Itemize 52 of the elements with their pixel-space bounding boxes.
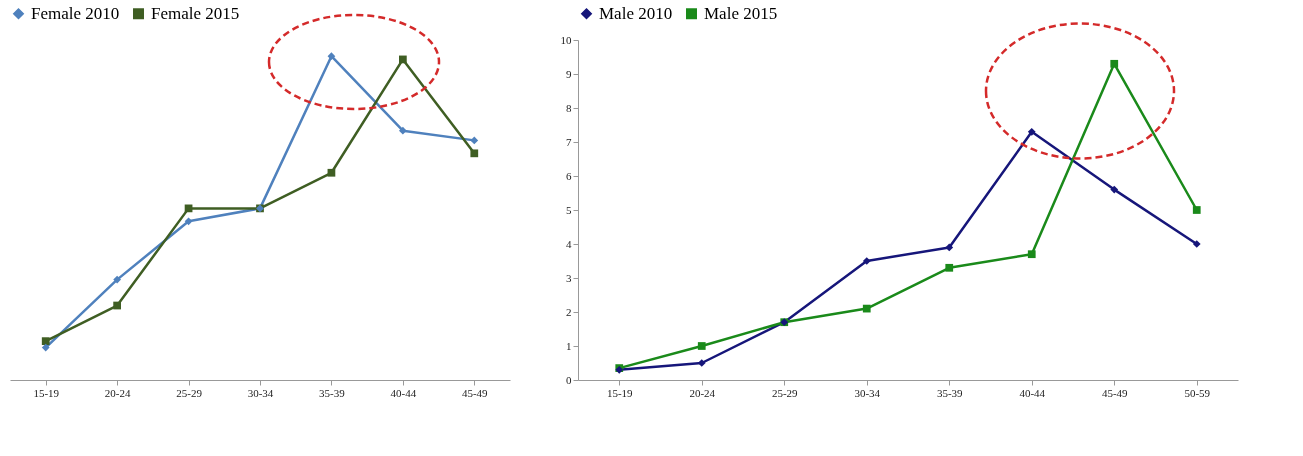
point [41,337,50,346]
x-tick-label: 35-39 [319,386,346,399]
x-tick-label: 25-29 [176,386,203,399]
x-tick-label: 20-24 [689,386,716,399]
x-tick-label: 50-59 [1184,386,1211,399]
point [1192,240,1201,248]
point [1110,185,1119,194]
y-tick-label: 5 [566,203,572,216]
legend-label: Female 2010 [31,3,120,23]
point [470,149,479,158]
x-tick-label: 45-49 [1101,386,1129,399]
point [1110,59,1119,68]
point [398,55,407,64]
point [862,257,871,265]
x-tick-label: 25-29 [771,386,799,399]
y-tick-label: 4 [566,237,572,250]
point [113,301,122,310]
point [945,243,954,252]
point [327,168,336,177]
x-tick-label: 45-49 [461,386,489,399]
x-tick-label: 20-24 [104,386,131,399]
point [945,263,954,272]
y-tick-label: 7 [566,135,572,148]
x-tick-label: 40-44 [390,386,417,399]
y-tick-label: 2 [566,305,572,318]
point [41,343,50,352]
point [697,342,706,350]
point [398,126,407,135]
x-tick-label: 15-19 [33,386,60,399]
y-tick-label: 1 [566,339,572,352]
y-tick-label: 10 [560,33,572,46]
x-tick-label: 30-34 [854,386,881,399]
x-tick-label: 35-39 [936,386,964,399]
point [1027,127,1036,136]
y-tick-label: 6 [566,169,572,182]
point [470,136,479,145]
x-tick-label: 40-44 [1019,386,1046,399]
point [184,217,193,226]
x-tick-label: 30-34 [247,386,274,399]
y-tick-label: 3 [566,271,572,284]
y-tick-label: 8 [566,101,572,114]
legend-label: Female 2015 [151,3,240,23]
point [1027,250,1036,259]
point [862,304,871,313]
point [113,275,122,284]
y-tick-label: 9 [566,67,572,80]
y-tick-label: 0 [566,373,572,386]
x-tick-label: 15-19 [606,386,634,399]
point [327,52,336,61]
legend-label: Male 2015 [704,3,778,23]
point [1192,206,1201,214]
legend-label: Male 2010 [599,3,673,23]
